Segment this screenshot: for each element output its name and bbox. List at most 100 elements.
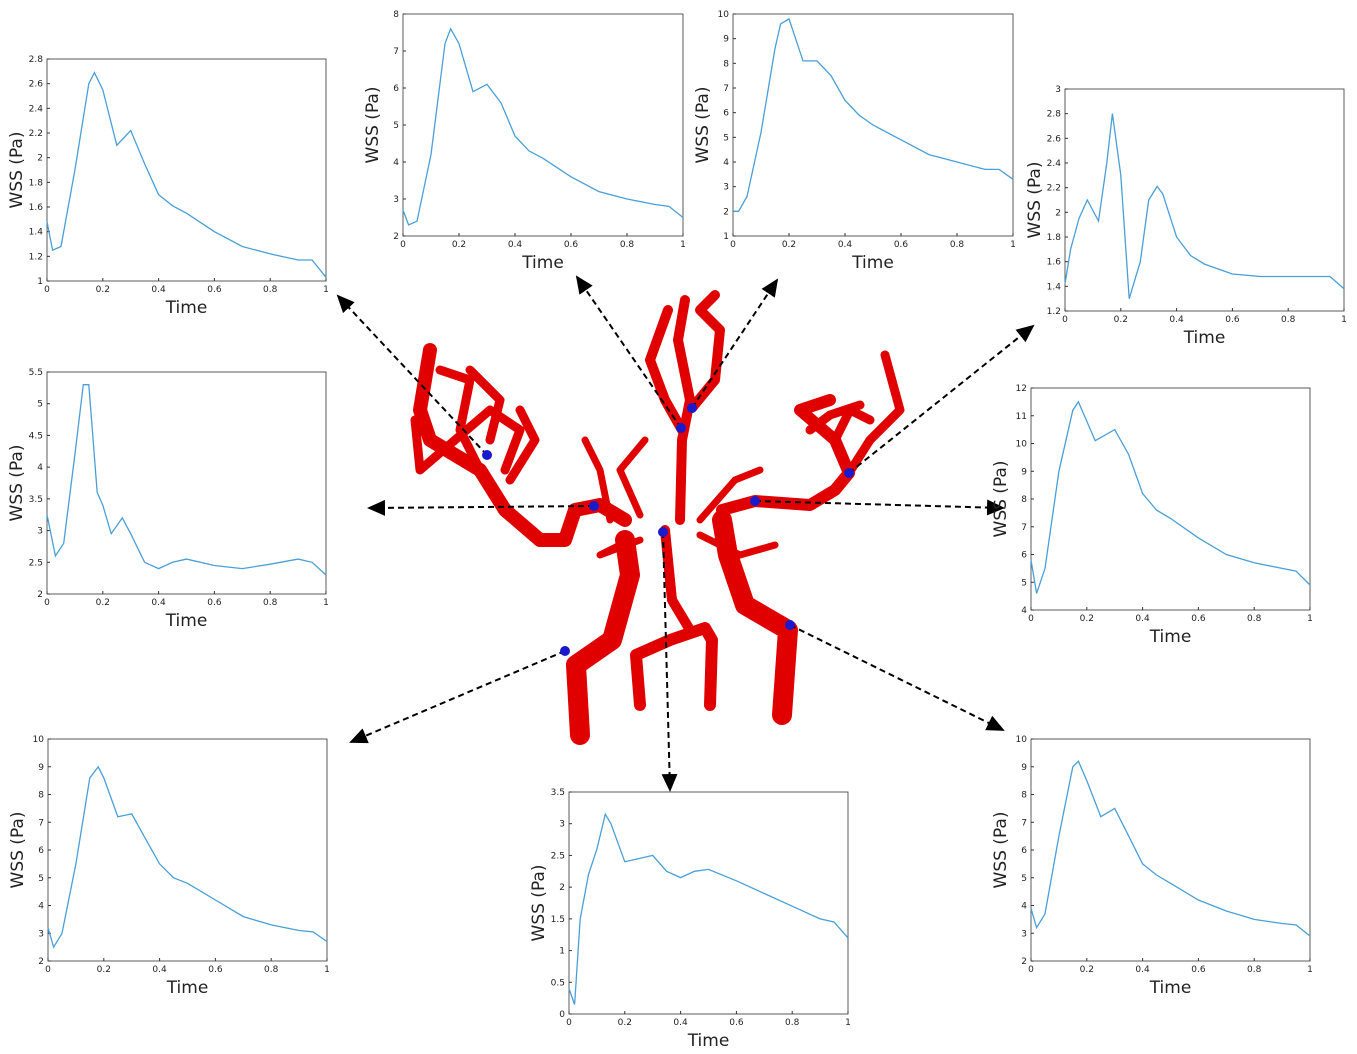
y-tick-label: 10 [33,735,45,745]
x-tick-label: 0 [45,965,51,975]
y-tick-label: 9 [1021,467,1027,477]
y-axis-label: WSS (Pa) [7,132,27,209]
y-tick-label: 1.8 [1047,233,1062,243]
x-tick-label: 0 [566,1018,572,1028]
y-tick-label: 4 [1021,606,1027,616]
y-tick-label: 7 [393,47,399,57]
y-tick-label: 6 [1021,551,1027,561]
x-tick-label: 0 [1062,315,1068,325]
x-tick-label: 0.8 [1247,614,1262,624]
x-tick-label: 0 [730,240,736,250]
plot-frame [1065,89,1344,311]
y-tick-label: 1 [559,947,565,957]
y-tick-label: 2.6 [1047,134,1062,144]
vessel-model [415,295,900,735]
y-tick-label: 1.6 [29,203,44,213]
x-tick-label: 1 [1307,614,1313,624]
y-tick-label: 1.6 [1047,258,1062,268]
y-tick-label: 1.2 [29,252,43,262]
y-tick-label: 5 [1021,874,1027,884]
y-tick-label: 4 [38,902,44,912]
y-tick-label: 2 [37,590,43,600]
x-tick-label: 0.2 [618,1018,632,1028]
y-tick-label: 2.6 [29,80,44,90]
x-tick-label: 0.6 [729,1018,744,1028]
y-tick-label: 2 [723,207,729,217]
x-tick-label: 0 [1028,614,1034,624]
y-tick-label: 2 [37,154,43,164]
x-tick-label: 0.8 [263,598,278,608]
x-tick-label: 0 [400,240,406,250]
y-tick-label: 6 [38,846,44,856]
figure: 0 0.2 0.4 0.6 0.8 1 1 1.2 1.4 1.6 1.8 2 2.2 2.4 2.6 2.8… [0,0,1357,1054]
y-tick-label: 9 [723,35,729,45]
y-tick-label: 8 [38,791,44,801]
x-tick-label: 0.2 [1080,965,1094,975]
y-tick-label: 5.5 [29,368,43,378]
x-axis-label: Time [687,1031,730,1051]
y-axis-label: WSS (Pa) [693,87,713,164]
x-tick-label: 0.6 [1225,315,1240,325]
y-tick-label: 1 [723,232,729,242]
y-tick-label: 8 [723,59,729,69]
y-tick-label: 1.2 [1047,307,1061,317]
y-tick-label: 0.5 [551,978,565,988]
x-tick-label: 0.6 [208,965,223,975]
x-tick-label: 0.2 [1114,315,1128,325]
y-tick-label: 4 [37,463,43,473]
x-tick-label: 0.2 [96,285,110,295]
x-tick-label: 0.8 [263,285,278,295]
x-tick-label: 1 [1307,965,1313,975]
y-tick-label: 5 [723,133,729,143]
y-tick-label: 2.5 [551,851,565,861]
x-tick-label: 0.6 [564,240,579,250]
y-tick-label: 9 [38,763,44,773]
y-tick-label: 2.8 [1047,110,1062,120]
y-tick-label: 7 [1021,523,1027,533]
x-tick-label: 0.2 [782,240,796,250]
y-tick-label: 3.5 [551,788,565,798]
x-tick-label: 0.8 [1281,315,1296,325]
y-tick-label: 1.8 [29,178,44,188]
y-tick-label: 7 [1021,818,1027,828]
y-tick-label: 4 [393,158,399,168]
y-tick-label: 3 [37,527,43,537]
y-tick-label: 2.2 [1047,184,1061,194]
x-tick-label: 0.4 [508,240,523,250]
y-tick-label: 1.4 [1047,282,1062,292]
y-tick-label: 12 [1016,384,1027,394]
x-tick-label: 0.2 [96,598,110,608]
x-tick-label: 0.8 [785,1018,800,1028]
x-axis-label: Time [521,253,564,273]
y-tick-label: 7 [38,818,44,828]
y-tick-label: 8 [1021,791,1027,801]
y-axis-label: WSS (Pa) [363,87,383,164]
y-tick-label: 4.5 [29,431,43,441]
wss-chart: 00.20.40.60.8111.21.41.61.822.22.42.62.8… [7,55,329,318]
x-tick-label: 1 [845,1018,851,1028]
plot-frame [47,372,326,594]
y-tick-label: 9 [1021,763,1027,773]
y-tick-label: 5 [37,400,43,410]
y-tick-label: 10 [1016,735,1028,745]
y-tick-label: 2 [393,232,399,242]
x-tick-label: 0.4 [1169,315,1184,325]
y-tick-label: 5 [393,121,399,131]
y-axis-label: WSS (Pa) [7,445,27,522]
y-tick-label: 5 [38,874,44,884]
y-tick-label: 2 [1021,957,1027,967]
x-tick-label: 0.6 [207,598,222,608]
y-tick-label: 5 [1021,578,1027,588]
y-tick-label: 1 [37,277,43,287]
y-tick-label: 3.5 [29,495,43,505]
y-tick-label: 3 [1021,929,1027,939]
x-tick-label: 0.4 [152,965,167,975]
y-tick-label: 4 [723,158,729,168]
x-tick-label: 0.6 [1191,614,1206,624]
y-tick-label: 2.4 [1047,159,1062,169]
x-axis-label: Time [1183,328,1226,348]
